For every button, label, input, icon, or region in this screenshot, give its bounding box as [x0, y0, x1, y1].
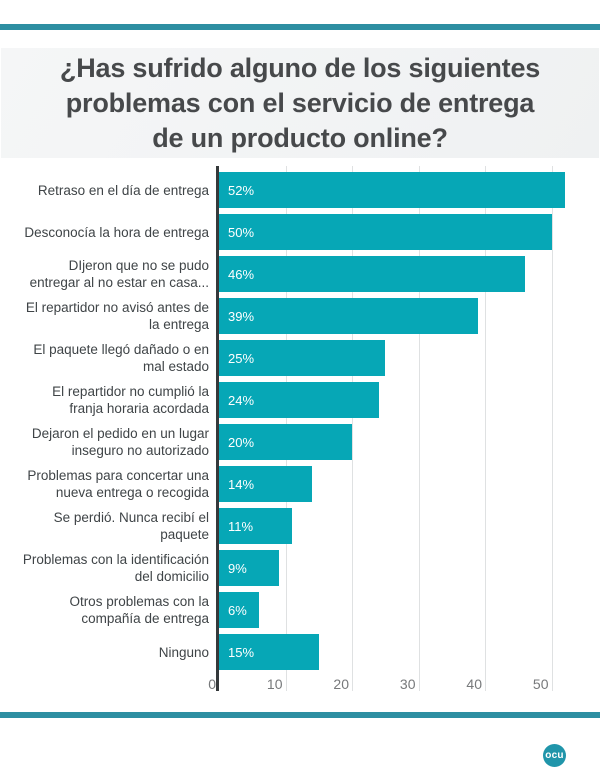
bar-track: 15%: [219, 634, 600, 670]
bar-track: 46%: [219, 256, 600, 292]
bar-row: Retraso en el día de entrega 52%: [0, 169, 600, 211]
bar: 11%: [219, 508, 293, 544]
bar-value-label: 15%: [228, 644, 255, 660]
bar-value-label: 6%: [228, 602, 247, 618]
bar-track: 11%: [219, 508, 600, 544]
category-label: DIjeron que no se pudo entregar al no es…: [29, 258, 209, 290]
bar: 50%: [219, 214, 552, 250]
bar-track: 52%: [219, 172, 600, 208]
axis-tick-label: 20: [333, 676, 349, 692]
category-label: Dejaron el pedido en un lugar inseguro n…: [31, 426, 209, 458]
bar: 6%: [219, 592, 259, 628]
bar-value-label: 46%: [228, 266, 255, 282]
bar-track: 50%: [219, 214, 600, 250]
bar-value-label: 39%: [228, 308, 255, 324]
gridline: [551, 166, 553, 691]
bar: 14%: [219, 466, 313, 502]
axis-tick-label: 10: [266, 676, 283, 692]
category-label: Desconocía la hora de entrega: [24, 224, 209, 240]
bar: 25%: [219, 340, 386, 376]
bar-row: El repartidor no cumplió la franja horar…: [0, 379, 600, 421]
bar: 20%: [219, 424, 352, 460]
bar-row: Se perdió. Nunca recibí el paquete 11%: [0, 505, 600, 547]
bar-track: 14%: [219, 466, 600, 502]
ocu-logo: ocu: [543, 744, 566, 767]
bar-row: Problemas para concertar una nueva entre…: [0, 463, 600, 505]
top-divider: [0, 24, 600, 30]
bar-row: El paquete llegó dañado o en mal estado 2…: [0, 337, 600, 379]
gridline: [485, 166, 486, 691]
bar-row: El repartidor no avisó antes de la entre…: [0, 295, 600, 337]
ocu-logo-text: ocu: [545, 750, 564, 761]
bar-row: Otros problemas con la compañía de entre…: [0, 589, 600, 631]
bar: 9%: [219, 550, 279, 586]
bottom-divider: [0, 712, 600, 718]
axis-tick-label: 50: [532, 676, 549, 692]
gridline: [418, 166, 420, 691]
axis-tick-label: 40: [466, 676, 482, 692]
bar-value-label: 50%: [228, 224, 255, 240]
category-label: Problemas con la identificación del domi…: [22, 552, 209, 584]
bar-row: Dejaron el pedido en un lugar inseguro n…: [0, 421, 600, 463]
category-label: Retraso en el día de entrega: [37, 182, 209, 198]
bar: 46%: [219, 256, 525, 292]
bar-rows: Retraso en el día de entrega 52% Desconocí…: [0, 169, 600, 673]
bar-value-label: 11%: [228, 518, 254, 534]
category-label: Se perdió. Nunca recibí el paquete: [53, 510, 209, 542]
bar-value-label: 9%: [228, 560, 247, 576]
y-axis-line: [216, 166, 219, 691]
bar-row: Problemas con la identificación del domi…: [0, 547, 600, 589]
category-label: Otros problemas con la compañía de entre…: [69, 594, 209, 626]
gridline: [352, 166, 353, 691]
bar-track: 6%: [219, 592, 600, 628]
bar-value-label: 52%: [228, 182, 255, 198]
bar-value-label: 20%: [228, 434, 255, 450]
category-label: Problemas para concertar una nueva entre…: [27, 468, 209, 500]
category-label: El paquete llegó dañado o en mal estado: [33, 342, 209, 374]
axis-tick-label: 0: [208, 676, 216, 692]
category-label: Ninguno: [158, 644, 209, 660]
bar-row: Ninguno 15%: [0, 631, 600, 673]
bar: 24%: [219, 382, 379, 418]
category-label: El repartidor no avisó antes de la entre…: [25, 300, 209, 332]
bar-track: 39%: [219, 298, 600, 334]
bar-value-label: 25%: [228, 350, 255, 366]
bar: 15%: [219, 634, 319, 670]
bar-value-label: 14%: [228, 476, 255, 492]
title-block: ¿Has sufrido alguno de los siguientes pr…: [1, 48, 599, 158]
bar-track: 20%: [219, 424, 600, 460]
bar-track: 9%: [219, 550, 600, 586]
bar-row: Desconocía la hora de entrega 50%: [0, 211, 600, 253]
bar-value-label: 24%: [228, 392, 255, 408]
bar: 39%: [219, 298, 479, 334]
bar-track: 24%: [219, 382, 600, 418]
bar-chart: 0 10 20 30 40 50 Retraso en el día de entrega…: [0, 166, 600, 697]
chart-title: ¿Has sufrido alguno de los siguientes pr…: [59, 52, 541, 153]
bar-track: 25%: [219, 340, 600, 376]
axis-tick-label: 30: [399, 676, 416, 692]
bar: 52%: [219, 172, 565, 208]
bar-row: DIjeron que no se pudo entregar al no es…: [0, 253, 600, 295]
category-label: El repartidor no cumplió la franja horar…: [52, 384, 209, 416]
